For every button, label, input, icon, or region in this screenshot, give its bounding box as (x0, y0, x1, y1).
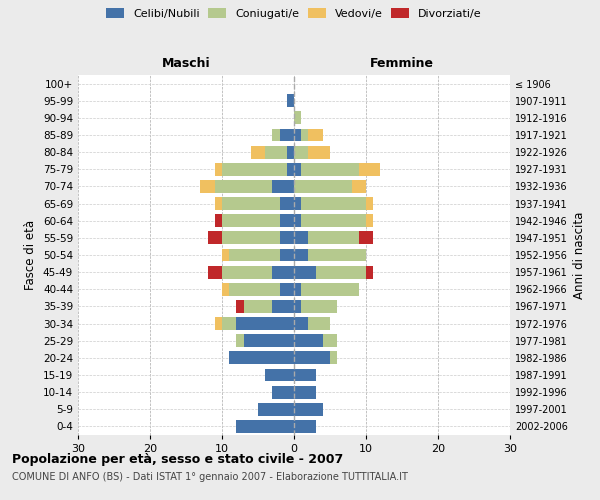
Bar (294, 163, 301, 175)
Bar (294, 197, 301, 210)
Bar (222, 317, 236, 330)
Y-axis label: Anni di nascita: Anni di nascita (573, 212, 586, 298)
Bar (294, 232, 308, 244)
Bar (272, 180, 294, 193)
Bar (215, 163, 222, 175)
Bar (280, 128, 294, 141)
Bar (294, 266, 316, 278)
Bar (287, 146, 294, 158)
Bar (294, 128, 301, 141)
Bar (272, 386, 294, 398)
Bar (366, 197, 373, 210)
Bar (215, 180, 272, 193)
Bar (222, 163, 287, 175)
Bar (272, 266, 294, 278)
Bar (222, 197, 280, 210)
Bar (301, 300, 337, 313)
Bar (265, 368, 294, 382)
Bar (215, 317, 222, 330)
Bar (208, 266, 222, 278)
Bar (294, 352, 330, 364)
Bar (215, 214, 222, 227)
Bar (294, 300, 301, 313)
Bar (244, 300, 272, 313)
Bar (287, 94, 294, 107)
Bar (294, 403, 323, 415)
Bar (222, 283, 229, 296)
Bar (222, 214, 280, 227)
Bar (294, 248, 308, 262)
Bar (222, 266, 272, 278)
Bar (301, 283, 359, 296)
Bar (280, 232, 294, 244)
Bar (294, 368, 316, 382)
Bar (366, 266, 373, 278)
Bar (251, 146, 265, 158)
Bar (222, 248, 229, 262)
Bar (236, 317, 294, 330)
Bar (294, 334, 323, 347)
Bar (244, 334, 294, 347)
Bar (301, 214, 366, 227)
Bar (308, 128, 323, 141)
Y-axis label: Fasce di età: Fasce di età (25, 220, 37, 290)
Bar (301, 163, 359, 175)
Bar (280, 248, 294, 262)
Bar (359, 232, 373, 244)
Bar (272, 128, 280, 141)
Bar (359, 163, 380, 175)
Bar (236, 420, 294, 433)
Bar (200, 180, 215, 193)
Bar (229, 352, 294, 364)
Bar (294, 214, 301, 227)
Bar (280, 283, 294, 296)
Bar (366, 214, 373, 227)
Bar (308, 232, 359, 244)
Bar (308, 146, 330, 158)
Bar (330, 352, 337, 364)
Bar (308, 317, 330, 330)
Bar (229, 283, 280, 296)
Bar (236, 300, 244, 313)
Bar (280, 197, 294, 210)
Bar (316, 266, 366, 278)
Bar (294, 180, 352, 193)
Bar (323, 334, 337, 347)
Bar (236, 334, 244, 347)
Text: Popolazione per età, sesso e stato civile - 2007: Popolazione per età, sesso e stato civil… (12, 452, 343, 466)
Bar (294, 146, 308, 158)
Bar (294, 283, 301, 296)
Bar (222, 232, 280, 244)
Text: Maschi: Maschi (161, 57, 211, 70)
Bar (229, 248, 280, 262)
Bar (352, 180, 366, 193)
Bar (294, 386, 316, 398)
Bar (208, 232, 222, 244)
Text: Femmine: Femmine (370, 57, 434, 70)
Bar (294, 317, 308, 330)
Legend: Celibi/Nubili, Coniugati/e, Vedovi/e, Divorziati/e: Celibi/Nubili, Coniugati/e, Vedovi/e, Di… (106, 8, 482, 19)
Bar (280, 214, 294, 227)
Bar (258, 403, 294, 415)
Bar (294, 112, 301, 124)
Bar (294, 420, 316, 433)
Bar (301, 128, 308, 141)
Text: COMUNE DI ANFO (BS) - Dati ISTAT 1° gennaio 2007 - Elaborazione TUTTITALIA.IT: COMUNE DI ANFO (BS) - Dati ISTAT 1° genn… (12, 472, 408, 482)
Bar (265, 146, 287, 158)
Bar (308, 248, 366, 262)
Bar (301, 197, 366, 210)
Bar (215, 197, 222, 210)
Bar (287, 163, 294, 175)
Bar (272, 300, 294, 313)
